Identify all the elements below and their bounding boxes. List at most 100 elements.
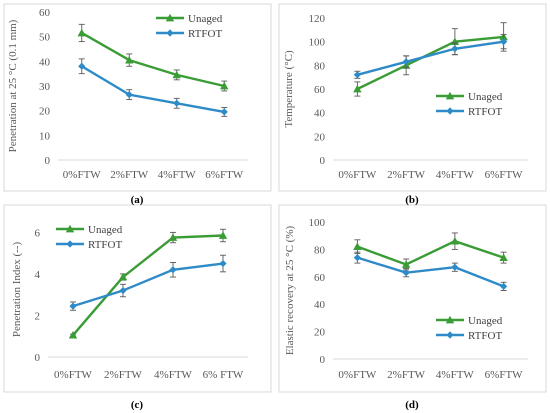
y-tick-label: 60 xyxy=(314,84,326,96)
legend-label: RTFOT xyxy=(468,330,502,342)
legend-marker xyxy=(445,315,455,324)
x-tick-label: 6%FTW xyxy=(205,169,244,181)
y-tick-label: 4 xyxy=(35,269,41,281)
legend-label: Unaged xyxy=(88,224,123,236)
data-point xyxy=(402,269,410,277)
series-line-unaged xyxy=(81,31,225,88)
data-point xyxy=(353,71,361,79)
series-line-rtfot xyxy=(72,262,224,308)
series-line-rtfot xyxy=(357,40,504,76)
y-tick-label: 60 xyxy=(39,7,51,19)
y-axis-label: Elastic recovery at 25 °C (%) xyxy=(284,226,296,356)
x-tick-label: 2%FTW xyxy=(387,369,426,381)
data-point xyxy=(500,282,508,290)
data-point xyxy=(172,70,181,79)
series-line-rtfot xyxy=(357,256,505,288)
y-tick-label: 0 xyxy=(320,354,326,366)
y-tick-label: 40 xyxy=(314,299,326,311)
legend-marker xyxy=(165,13,175,22)
legend-label: RTFOT xyxy=(468,106,502,118)
y-tick-label: 60 xyxy=(314,272,326,284)
data-point xyxy=(118,272,128,281)
data-point xyxy=(119,286,127,295)
y-tick-label: 40 xyxy=(39,56,51,68)
data-point xyxy=(168,233,178,241)
y-tick-label: 120 xyxy=(309,13,326,25)
x-tick-label: 4%FTW xyxy=(436,369,475,381)
data-point xyxy=(353,254,361,262)
y-axis-label: Penetration Index (--) xyxy=(11,242,23,338)
data-point xyxy=(353,242,362,251)
y-axis-label: Temperature (°C) xyxy=(283,50,295,128)
data-point xyxy=(499,253,508,261)
data-point xyxy=(68,330,78,339)
legend-label: Unaged xyxy=(468,91,503,103)
x-tick-label: 2%FTW xyxy=(387,169,426,181)
data-point xyxy=(402,58,410,66)
y-tick-label: 80 xyxy=(314,60,326,72)
y-tick-label: 100 xyxy=(309,217,326,229)
chart-panel-a: 0 10 20 30 40 50 60 0%FTW 2%FTW 4%FTW 6%FTW Penetra… xyxy=(7,7,248,181)
data-point xyxy=(220,108,228,116)
series-line-unaged xyxy=(356,35,504,91)
data-point xyxy=(219,259,227,268)
x-tick-label: 0%FTW xyxy=(54,369,93,381)
caption-d: (d) xyxy=(405,399,419,411)
x-tick-label: 2%FTW xyxy=(104,369,143,381)
data-point xyxy=(69,302,77,310)
y-tick-label: 2 xyxy=(35,310,41,322)
data-point xyxy=(125,55,134,64)
x-tick-label: 4%FTW xyxy=(436,169,475,181)
x-tick-label: 0%FTW xyxy=(338,369,377,381)
data-point xyxy=(500,38,508,46)
chart-panel-c: 0 2 4 6 0%FTW 2%FTW 4%FTW 6% FTW Penetration Ind… xyxy=(11,224,248,381)
data-point xyxy=(125,91,133,99)
x-tick-label: 0%FTW xyxy=(338,169,377,181)
legend-marker xyxy=(445,91,455,100)
caption-c: (c) xyxy=(131,399,144,411)
legend-marker xyxy=(65,224,75,233)
y-tick-label: 6 xyxy=(35,227,41,239)
legend: Unaged RTFOT xyxy=(56,224,123,251)
legend: Unaged RTFOT xyxy=(436,91,503,118)
y-tick-label: 20 xyxy=(314,327,326,339)
legend-marker xyxy=(446,331,454,339)
data-point xyxy=(173,99,181,107)
y-tick-label: 80 xyxy=(314,244,326,256)
legend-marker xyxy=(66,240,74,248)
y-axis-label: Penetration at 25 °C (0.1 mm) xyxy=(7,19,19,152)
y-tick-label: 0 xyxy=(35,352,41,364)
legend: Unaged RTFOT xyxy=(156,13,223,40)
y-tick-label: 0 xyxy=(45,155,51,167)
panel-d-frame xyxy=(278,204,547,393)
x-tick-label: 0%FTW xyxy=(63,169,102,181)
y-tick-label: 40 xyxy=(314,108,326,120)
data-point xyxy=(77,28,86,37)
y-tick-label: 20 xyxy=(39,106,51,118)
y-tick-label: 10 xyxy=(39,130,51,142)
data-point xyxy=(353,84,362,93)
x-tick-label: 6% FTW xyxy=(203,369,244,381)
panel-c-frame xyxy=(3,204,272,393)
legend-label: RTFOT xyxy=(188,28,222,40)
chart-panel-b: 0 20 40 60 80 100 120 0%FTW 2%FTW 4%FTW 6%FTW Tempe… xyxy=(283,13,528,181)
legend-label: Unaged xyxy=(468,315,503,327)
series-line-rtfot xyxy=(81,65,225,114)
legend-label: RTFOT xyxy=(88,239,122,251)
legend-label: Unaged xyxy=(188,13,223,25)
y-tick-label: 0 xyxy=(320,155,326,167)
caption-b: (b) xyxy=(405,194,419,206)
x-tick-label: 4%FTW xyxy=(158,169,197,181)
legend: Unaged RTFOT xyxy=(436,315,503,342)
data-point xyxy=(451,45,459,53)
legend-marker xyxy=(446,107,454,115)
x-tick-label: 4%FTW xyxy=(154,369,193,381)
data-point xyxy=(169,266,177,274)
y-tick-label: 20 xyxy=(314,131,326,143)
y-tick-label: 100 xyxy=(309,37,326,49)
data-point xyxy=(78,62,86,70)
y-tick-label: 50 xyxy=(39,32,51,44)
data-point xyxy=(450,236,460,245)
data-point xyxy=(451,263,459,271)
